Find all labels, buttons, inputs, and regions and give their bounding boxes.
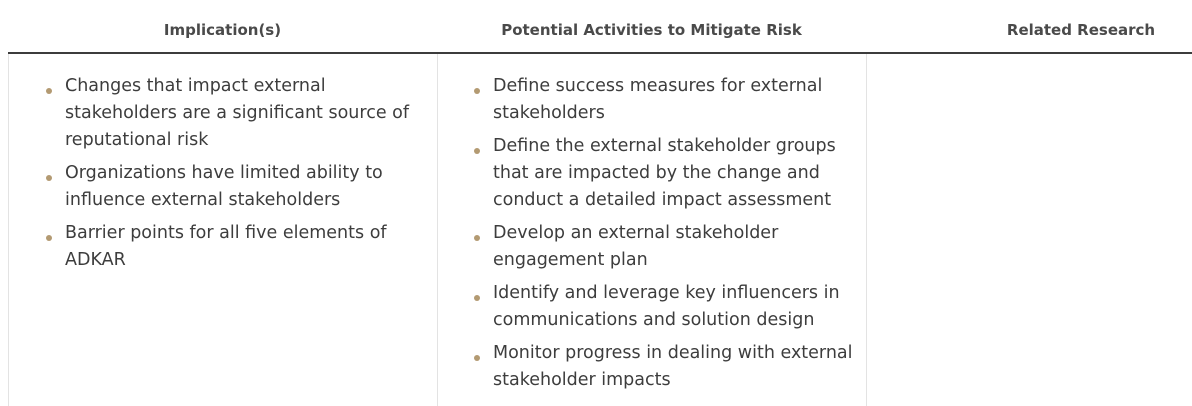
bullet-dot-icon [474,88,480,94]
list-item-text: Changes that impact external stakeholder… [65,76,410,150]
list-item: Changes that impact external stakeholder… [46,73,433,154]
risk-table: Implication(s) Potential Activities to M… [8,0,1192,406]
implications-cell: Changes that impact external stakeholder… [8,54,437,406]
list-item-text: Monitor progress in dealing with externa… [493,343,853,390]
list-item: Organizations have limited ability to in… [46,160,433,214]
list-item-text: Identify and leverage key influencers in… [493,283,840,330]
header-mitigation-activities: Potential Activities to Mitigate Risk [501,21,802,39]
bullet-dot-icon [474,355,480,361]
list-item: Barrier points for all five elements of … [46,220,433,274]
bullet-dot-icon [46,235,52,241]
list-item-text: Organizations have limited ability to in… [65,163,383,210]
bullet-dot-icon [474,235,480,241]
bullet-dot-icon [474,148,480,154]
list-item: Define the external stakeholder groups t… [474,133,859,214]
header-related-research: Related Research [1006,21,1156,39]
list-item-text: Define success measures for external sta… [493,76,823,123]
list-item: Develop an external stakeholder engageme… [474,220,859,274]
mitigation-activities-cell: Define success measures for external sta… [437,54,866,406]
bullet-dot-icon [46,88,52,94]
implications-list: Changes that impact external stakeholder… [46,73,433,280]
bullet-dot-icon [474,295,480,301]
bullet-dot-icon [46,175,52,181]
list-item: Identify and leverage key influencers in… [474,280,859,334]
list-item: Monitor progress in dealing with externa… [474,340,859,394]
table-header-row: Implication(s) Potential Activities to M… [8,0,1192,54]
list-item: Define success measures for external sta… [474,73,859,127]
mitigation-activities-list: Define success measures for external sta… [474,73,859,400]
related-research-cell [866,54,1192,406]
header-implications: Implication(s) [163,21,282,39]
list-item-text: Barrier points for all five elements of … [65,223,387,270]
list-item-text: Develop an external stakeholder engageme… [493,223,779,270]
list-item-text: Define the external stakeholder groups t… [493,136,836,210]
table-row: Changes that impact external stakeholder… [8,54,1192,406]
